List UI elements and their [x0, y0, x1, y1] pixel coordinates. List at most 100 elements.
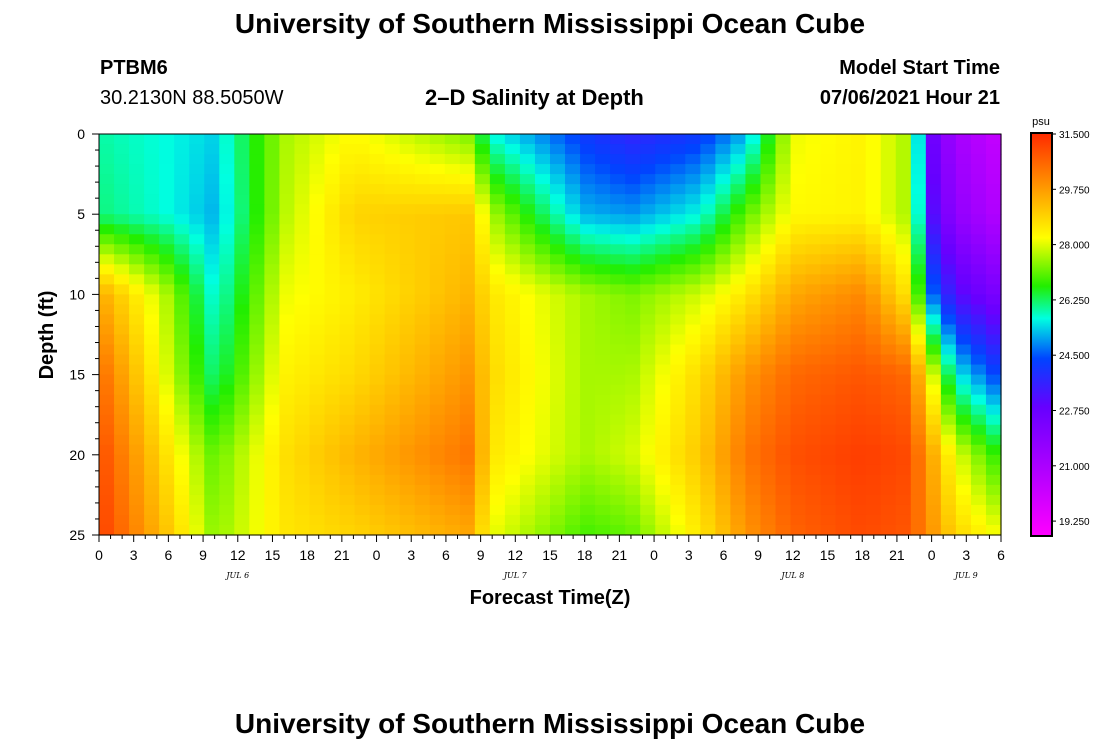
heatmap-cell — [850, 374, 867, 386]
heatmap-cell — [550, 404, 566, 416]
heatmap-cell — [414, 394, 431, 406]
heatmap-cell — [745, 294, 762, 306]
heatmap-cell — [489, 184, 506, 195]
heatmap-cell — [790, 314, 807, 326]
heatmap-cell — [775, 474, 792, 486]
heatmap-cell — [940, 464, 957, 476]
heatmap-cell — [399, 164, 416, 175]
heatmap-cell — [189, 324, 205, 336]
heatmap-cell — [114, 174, 130, 185]
heatmap-cell — [219, 474, 235, 486]
heatmap-cell — [429, 334, 446, 346]
heatmap-cell — [279, 494, 296, 506]
heatmap-cell — [369, 514, 386, 526]
heatmap-cell — [955, 414, 972, 426]
heatmap-cell — [790, 254, 807, 265]
heatmap-cell — [850, 434, 867, 446]
heatmap-cell — [760, 254, 777, 265]
heatmap-cell — [595, 314, 611, 326]
heatmap-cell — [399, 524, 416, 536]
heatmap-cell — [970, 204, 987, 215]
heatmap-cell — [279, 504, 296, 516]
heatmap-cell — [910, 394, 927, 406]
heatmap-cell — [595, 514, 611, 526]
heatmap-cell — [940, 144, 957, 155]
heatmap-cell — [204, 414, 220, 426]
heatmap-cell — [444, 444, 461, 456]
heatmap-cell — [790, 524, 807, 536]
heatmap-cell — [279, 434, 296, 446]
heatmap-cell — [474, 274, 491, 285]
heatmap-cell — [99, 334, 115, 346]
heatmap-cell — [595, 224, 611, 235]
heatmap-cell — [249, 144, 265, 155]
heatmap-cell — [384, 214, 401, 225]
heatmap-cell — [234, 304, 250, 316]
heatmap-cell — [384, 224, 401, 235]
heatmap-cell — [625, 294, 641, 306]
heatmap-cell — [534, 184, 551, 195]
heatmap-cell — [249, 254, 265, 265]
heatmap-cell — [850, 214, 867, 225]
heatmap-cell — [790, 164, 807, 175]
heatmap-cell — [279, 524, 296, 536]
heatmap-cell — [144, 174, 160, 185]
heatmap-cell — [414, 324, 431, 336]
heatmap-cell — [324, 514, 341, 526]
heatmap-cell — [940, 204, 957, 215]
heatmap-cell — [790, 464, 807, 476]
heatmap-cell — [519, 274, 536, 285]
heatmap-cell — [114, 254, 130, 265]
heatmap-cell — [474, 434, 491, 446]
heatmap-cell — [489, 204, 506, 215]
heatmap-cell — [835, 354, 852, 366]
heatmap-cell — [835, 214, 852, 225]
heatmap-cell — [279, 194, 296, 205]
heatmap-cell — [895, 224, 912, 235]
heatmap-cell — [369, 204, 386, 215]
heatmap-cell — [234, 444, 250, 456]
heatmap-cell — [474, 384, 491, 396]
heatmap-cell — [429, 194, 446, 205]
heatmap-cell — [324, 364, 341, 376]
heatmap-cell — [129, 154, 145, 165]
heatmap-cell — [625, 414, 641, 426]
heatmap-cell — [294, 454, 311, 466]
heatmap-cell — [640, 194, 656, 205]
heatmap-cell — [279, 474, 296, 486]
heatmap-cell — [369, 494, 386, 506]
heatmap-cell — [249, 234, 265, 245]
heatmap-cell — [730, 514, 747, 526]
heatmap-cell — [880, 334, 897, 346]
heatmap-cell — [835, 484, 852, 496]
heatmap-cell — [474, 234, 491, 245]
heatmap-cell — [219, 294, 235, 306]
heatmap-cell — [399, 394, 416, 406]
heatmap-cell — [234, 134, 250, 145]
heatmap-cell — [700, 444, 716, 456]
heatmap-cell — [835, 454, 852, 466]
heatmap-cell — [339, 174, 356, 185]
heatmap-cell — [745, 234, 762, 245]
heatmap-cell — [730, 134, 747, 145]
heatmap-cell — [414, 154, 431, 165]
heatmap-cell — [234, 514, 250, 526]
heatmap-cell — [294, 184, 311, 195]
heatmap-cell — [760, 144, 777, 155]
heatmap-cell — [324, 214, 341, 225]
heatmap-cell — [429, 174, 446, 185]
heatmap-cell — [519, 184, 536, 195]
heatmap-cell — [519, 354, 536, 366]
heatmap-cell — [865, 244, 882, 255]
heatmap-cell — [159, 474, 175, 486]
heatmap-cell — [565, 424, 581, 436]
heatmap-cell — [159, 244, 175, 255]
heatmap-cell — [565, 154, 581, 165]
heatmap-cell — [850, 524, 867, 536]
heatmap-cell — [820, 474, 837, 486]
heatmap-cell — [850, 224, 867, 235]
heatmap-cell — [565, 294, 581, 306]
heatmap-cell — [625, 244, 641, 255]
heatmap-cell — [234, 464, 250, 476]
heatmap-cell — [474, 194, 491, 205]
